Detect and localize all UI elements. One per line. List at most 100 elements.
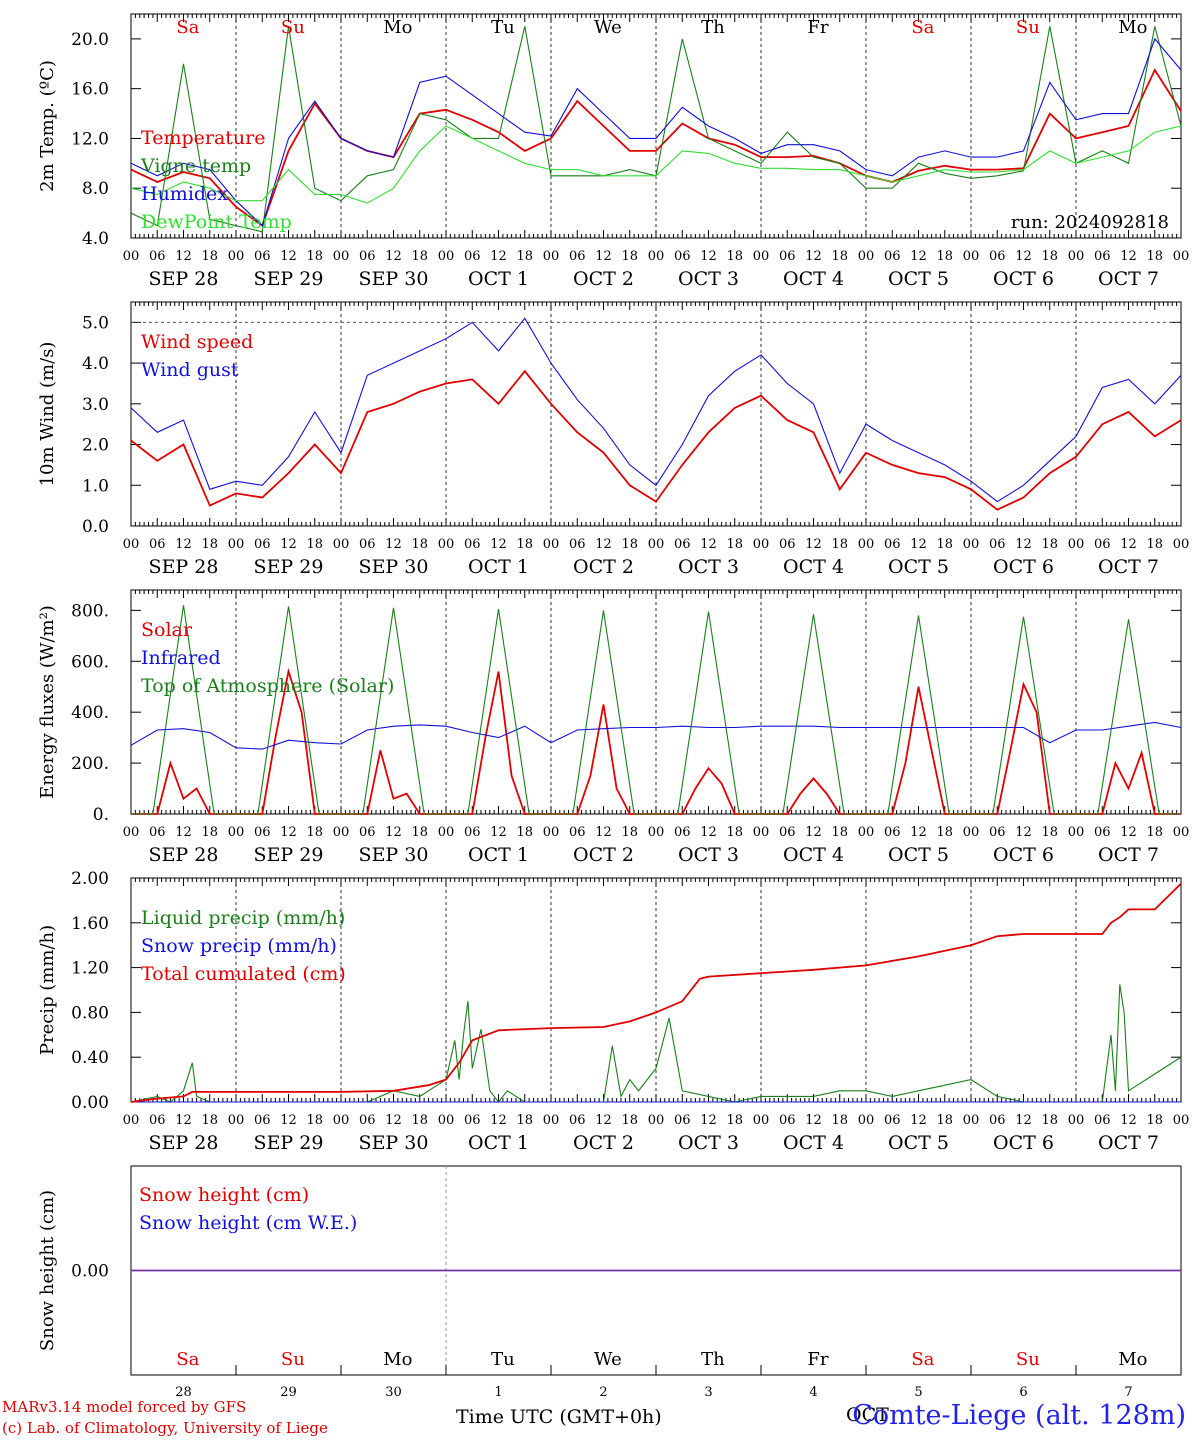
hour-label: 18	[201, 1113, 218, 1128]
panel-2	[130, 301, 1182, 527]
hour-label: 18	[411, 825, 428, 840]
hour-label: 12	[910, 537, 927, 552]
legend-entry: Infrared	[141, 647, 221, 669]
legend-entry: Snow height (cm)	[139, 1184, 309, 1206]
series-line	[130, 317, 1182, 503]
hour-label: 00	[333, 825, 350, 840]
series-line	[130, 68, 1182, 228]
date-label: OCT 5	[888, 1132, 949, 1154]
day-number: 3	[704, 1385, 712, 1400]
day-name: Mo	[1118, 1349, 1147, 1370]
hour-label: 18	[306, 249, 323, 264]
hour-label: 00	[963, 1113, 980, 1128]
legend-entry: DewPoint Temp	[141, 211, 292, 233]
y-tick-label: 2.0	[82, 436, 109, 456]
credit-lab: (c) Lab. of Climatology, University of L…	[2, 1419, 328, 1437]
date-label: OCT 2	[573, 556, 634, 578]
hour-label: 06	[884, 1113, 901, 1128]
y-tick-label: 400.	[71, 703, 109, 723]
hour-label: 18	[621, 1113, 638, 1128]
hour-label: 12	[385, 537, 402, 552]
hour-label: 12	[1120, 537, 1137, 552]
day-number: 4	[809, 1385, 817, 1400]
hour-label: 18	[621, 537, 638, 552]
legend-entry: Wind gust	[141, 359, 239, 381]
hour-label: 00	[1068, 537, 1085, 552]
hour-label: 12	[1015, 825, 1032, 840]
hour-label: 06	[254, 249, 271, 264]
hour-label: 06	[779, 249, 796, 264]
date-label: OCT 2	[573, 1132, 634, 1154]
y-tick-label: 3.0	[82, 395, 109, 415]
y-tick-label: 0.80	[71, 1003, 109, 1023]
hour-label: 00	[438, 249, 455, 264]
hour-label: 06	[359, 249, 376, 264]
hour-label: 06	[674, 249, 691, 264]
hour-label: 18	[831, 1113, 848, 1128]
hour-label: 18	[1041, 825, 1058, 840]
series-line	[130, 369, 1182, 511]
hour-label: 12	[385, 249, 402, 264]
y-tick-label: 200.	[71, 754, 109, 774]
hour-label: 06	[464, 1113, 481, 1128]
y-tick-label: 1.60	[71, 914, 109, 934]
hour-label: 12	[595, 1113, 612, 1128]
hour-label: 12	[490, 249, 507, 264]
hour-label: 00	[753, 825, 770, 840]
day-name: Mo	[383, 17, 412, 38]
hour-label: 00	[1173, 537, 1190, 552]
day-number: 2	[599, 1385, 607, 1400]
date-label: OCT 3	[678, 268, 739, 290]
hour-label: 00	[123, 249, 140, 264]
hour-label: 00	[333, 537, 350, 552]
hour-label: 12	[490, 1113, 507, 1128]
hour-label: 06	[779, 825, 796, 840]
y-axis-label: Snow height (cm)	[37, 1190, 58, 1351]
hour-label: 00	[333, 249, 350, 264]
hour-label: 12	[595, 537, 612, 552]
y-tick-label: 8.0	[82, 179, 109, 199]
legend-entry: Vigne temp	[140, 155, 251, 177]
day-name: Sa	[911, 1349, 934, 1370]
hour-label: 00	[228, 825, 245, 840]
hour-label: 06	[464, 537, 481, 552]
hour-label: 06	[359, 537, 376, 552]
hour-label: 00	[963, 537, 980, 552]
hour-label: 06	[359, 825, 376, 840]
y-tick-label: 2.00	[71, 869, 109, 889]
hour-label: 00	[123, 1113, 140, 1128]
hour-label: 18	[1146, 825, 1163, 840]
legend-entry: Liquid precip (mm/h)	[141, 907, 345, 929]
y-tick-label: 0.40	[71, 1048, 109, 1068]
date-label: OCT 6	[993, 1132, 1054, 1154]
y-tick-label: 4.0	[82, 354, 109, 374]
day-name: Tu	[491, 1349, 515, 1370]
day-name: Mo	[1118, 17, 1147, 38]
day-number: 5	[914, 1385, 922, 1400]
hour-label: 12	[1120, 1113, 1137, 1128]
date-label: OCT 1	[468, 556, 529, 578]
hour-label: 00	[753, 537, 770, 552]
date-label: OCT 4	[783, 844, 844, 866]
y-tick-label: 0.	[93, 805, 109, 825]
day-name: Su	[281, 1349, 305, 1370]
date-label: SEP 30	[359, 556, 429, 578]
hour-label: 18	[1146, 1113, 1163, 1128]
hour-label: 12	[175, 825, 192, 840]
hour-label: 12	[805, 1113, 822, 1128]
credit-model: MARv3.14 model forced by GFS	[2, 1398, 247, 1416]
day-name: Mo	[383, 1349, 412, 1370]
date-label: SEP 28	[149, 556, 219, 578]
hour-label: 18	[936, 249, 953, 264]
hour-label: 00	[648, 537, 665, 552]
hour-label: 12	[910, 249, 927, 264]
hour-label: 18	[306, 825, 323, 840]
day-name: Su	[1016, 17, 1040, 38]
hour-label: 06	[464, 249, 481, 264]
date-label: OCT 7	[1098, 556, 1159, 578]
date-label: OCT 5	[888, 268, 949, 290]
y-axis-label: Precip (mm/h)	[37, 925, 58, 1055]
hour-label: 12	[700, 825, 717, 840]
day-name: Sa	[176, 17, 199, 38]
hour-label: 12	[1120, 249, 1137, 264]
